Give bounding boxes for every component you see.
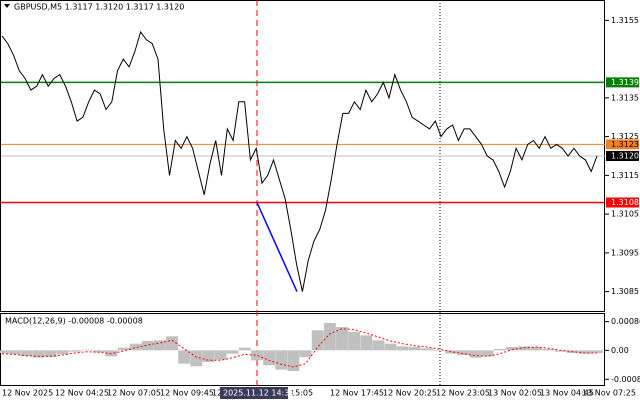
cursor-label-box: [220, 387, 288, 399]
macd-bar: [251, 350, 263, 361]
level-label: 1.3139: [611, 78, 639, 87]
y-tick-label: 0.00: [611, 346, 629, 355]
y-tick-label: 1.3105: [611, 210, 639, 219]
cursor-label: 2025.11.12 14:35: [223, 389, 294, 398]
macd-bar: [554, 350, 567, 352]
macd-bar: [591, 350, 603, 353]
y-tick-label: 1.3155: [611, 16, 639, 25]
y-tick-label: 1.3135: [611, 93, 639, 102]
x-tick-label: 12 Nov 20:25: [383, 389, 437, 398]
price-line: [1, 30, 598, 292]
x-tick-label: 13 Nov 02:05: [488, 389, 542, 398]
macd-bar: [578, 350, 591, 354]
x-tick-label: 13 Nov 04:45: [540, 389, 594, 398]
trend-line: [256, 202, 298, 292]
macd-bar: [481, 350, 494, 357]
macd-bar: [542, 349, 555, 351]
macd-bar: [44, 350, 57, 357]
x-tick-label: 15:05: [290, 389, 313, 398]
macd-bar: [141, 341, 154, 351]
y-tick-label: 1.3095: [611, 248, 639, 257]
macd-bar: [56, 350, 69, 355]
macd-bar: [226, 350, 239, 354]
x-tick-label: 12 Nov 09:45: [160, 389, 214, 398]
level-label: 1.3108: [611, 198, 639, 207]
macd-bar: [348, 332, 361, 351]
macd-bar: [129, 343, 142, 351]
level-label: 1.3120: [611, 152, 639, 161]
menu-triangle: [4, 4, 10, 8]
macd-bar: [506, 347, 518, 351]
macd-bar: [214, 350, 227, 360]
y-tick-label: 1.3115: [611, 171, 639, 180]
level-label-box: [606, 139, 639, 150]
macd-bar: [530, 347, 543, 351]
macd-bar: [396, 346, 409, 351]
macd-bar: [457, 350, 470, 355]
level-label-box: [606, 77, 639, 88]
y-tick-label: 1.3085: [611, 287, 639, 296]
macd-bar: [0, 350, 8, 353]
macd-bar: [421, 348, 433, 351]
macd-bar: [93, 350, 106, 353]
macd-bar: [68, 350, 81, 352]
macd-bar: [469, 350, 482, 358]
macd-bar: [299, 350, 312, 357]
macd-bar: [263, 350, 276, 366]
signal-line: [1, 328, 597, 368]
y-tick-label: 0.00086: [611, 317, 640, 326]
macd-bar: [81, 349, 93, 351]
macd-bar: [372, 340, 385, 351]
macd-bar: [117, 347, 130, 351]
macd-bar: [238, 347, 251, 351]
x-tick-label: 12 Nov 23:05: [436, 389, 490, 398]
chart-title: GBPUSD,M5 1.3117 1.3120 1.3117 1.3120: [14, 3, 184, 12]
macd-bar: [190, 350, 203, 367]
macd-bar: [8, 350, 21, 355]
macd-bar: [20, 350, 33, 357]
y-tick-label: -0.00087: [611, 375, 640, 384]
macd-bar: [336, 327, 348, 351]
macd-bar: [323, 323, 336, 351]
macd-bar: [384, 343, 397, 351]
macd-bar: [433, 350, 446, 351]
x-tick-label: 12 Nov 17:45: [330, 389, 384, 398]
macd-bar: [493, 349, 506, 351]
macd-bar: [178, 350, 191, 364]
y-tick-label: 1.3125: [611, 132, 639, 141]
x-tick-label: 12 Nov 2025: [2, 389, 53, 398]
macd-bar: [153, 340, 166, 351]
x-tick-label: 12 Nov 04:25: [55, 389, 109, 398]
level-label-box: [606, 151, 639, 161]
x-tick-label: 12 Nov 07:05: [107, 389, 161, 398]
macd-bar: [166, 336, 178, 351]
level-label-box: [606, 197, 639, 208]
macd-bar: [408, 347, 421, 351]
macd-bar: [360, 335, 373, 351]
macd-bar: [32, 350, 45, 358]
x-tick-label: 13 Nov 07:25: [582, 389, 636, 398]
macd-bar: [275, 350, 288, 370]
macd-bar: [518, 346, 531, 351]
macd-bar: [287, 350, 300, 371]
macd-title: MACD(12,26,9) -0.00008 -0.00008: [5, 317, 143, 326]
macd-bar: [311, 330, 324, 351]
macd-bar: [445, 350, 458, 354]
macd-bar: [202, 350, 215, 362]
level-label: 1.3123: [611, 140, 639, 149]
